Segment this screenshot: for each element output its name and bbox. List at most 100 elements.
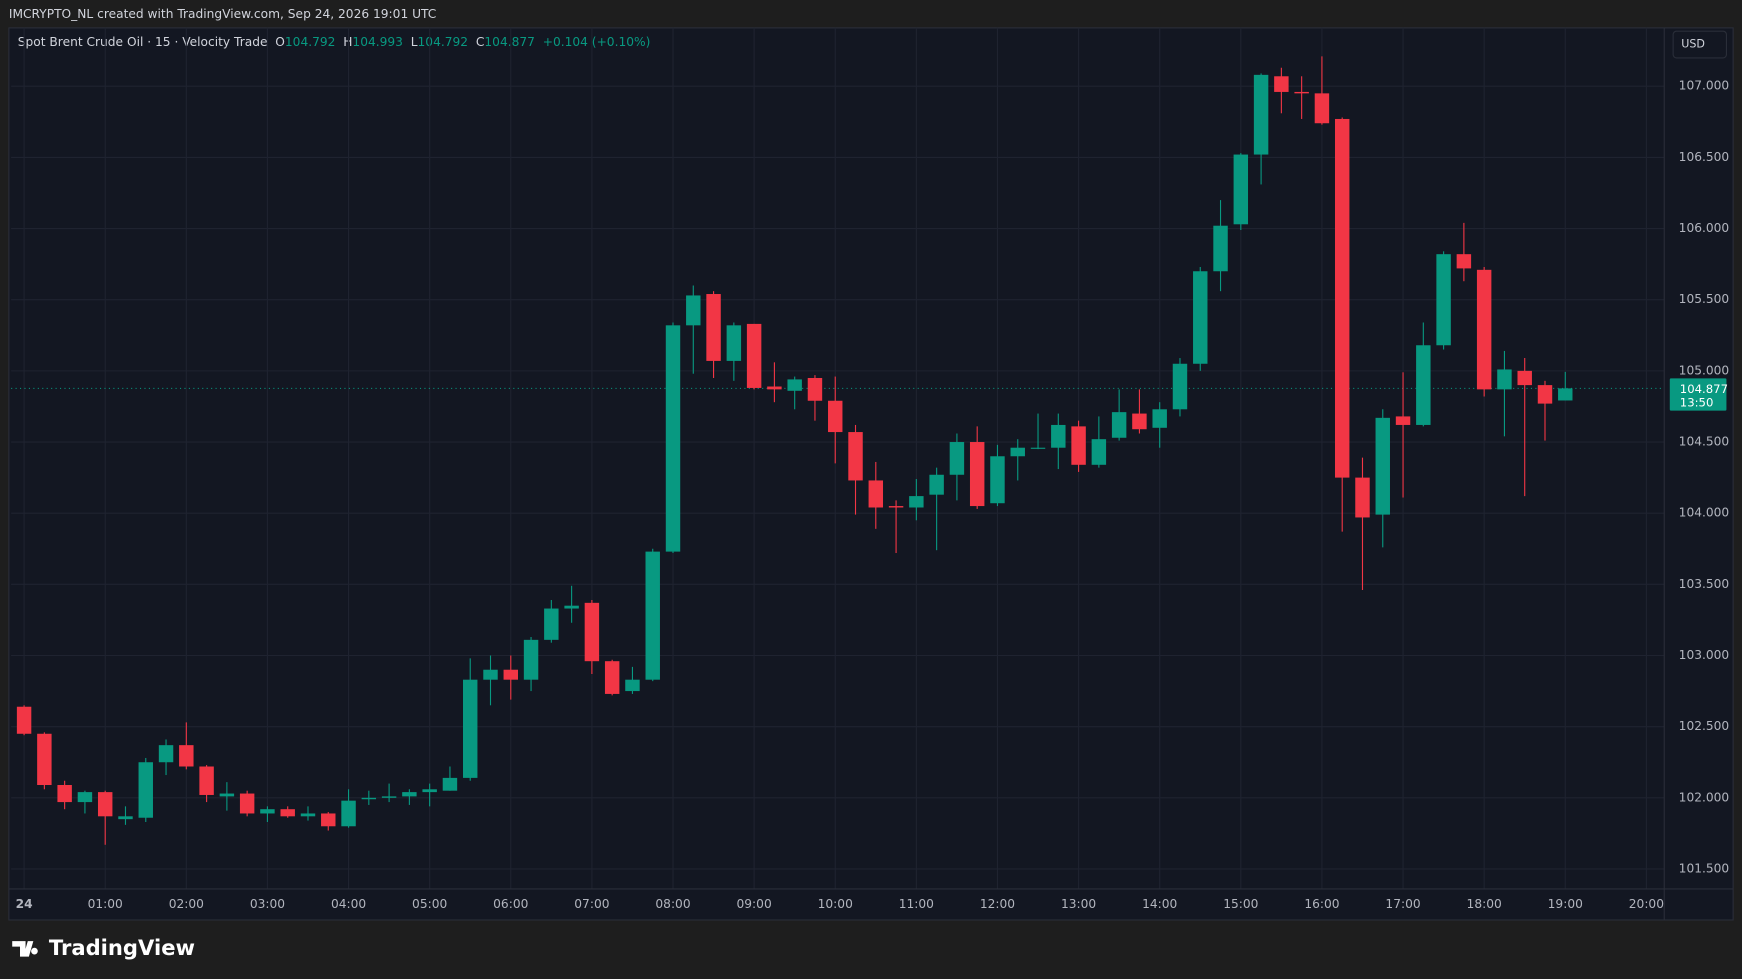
candle-body: [686, 295, 701, 326]
x-tick-label: 20:00: [1629, 897, 1664, 911]
x-tick-label: 01:00: [88, 897, 123, 911]
legend-item: 104.993: [352, 35, 403, 49]
candle-body: [746, 323, 762, 388]
candle-body: [77, 792, 93, 803]
y-tick-label: 102.500: [1679, 719, 1730, 733]
candle-body: [1314, 93, 1330, 124]
y-tick-label: 106.500: [1679, 150, 1730, 164]
candle-body: [1294, 91, 1309, 94]
candle-body: [158, 745, 174, 763]
candle-body: [807, 377, 823, 401]
candle-body: [929, 474, 944, 495]
x-tick-label: 04:00: [331, 897, 366, 911]
legend-item: 104.877: [484, 35, 535, 49]
currency: USD: [1681, 38, 1705, 51]
candle-body: [442, 777, 458, 791]
x-tick-label: 14:00: [1142, 897, 1177, 911]
x-tick-label: 16:00: [1304, 897, 1339, 911]
candle-body: [118, 816, 133, 820]
candle-body: [1558, 388, 1573, 401]
candle-body: [1152, 409, 1167, 428]
x-tick-label: 09:00: [737, 897, 772, 911]
legend: Spot Brent Crude Oil · 15 · Velocity Tra…: [18, 35, 651, 49]
candle-body: [1537, 385, 1553, 404]
candle-body: [1274, 76, 1289, 92]
x-tick-label: 15:00: [1223, 897, 1258, 911]
legend-item: L: [411, 35, 418, 49]
logo-icon: [12, 941, 38, 957]
candle-body: [1355, 477, 1370, 518]
candle-body: [1395, 416, 1411, 425]
legend-item: O: [275, 35, 285, 49]
candle-body: [848, 432, 863, 481]
candle-body: [828, 400, 843, 433]
candle-body: [1375, 417, 1390, 515]
x-tick-label: 24: [16, 897, 33, 911]
candle-body: [57, 785, 72, 803]
legend-item: H: [343, 35, 352, 49]
candle-body: [868, 480, 884, 508]
candle-body: [1010, 447, 1025, 457]
candle-body: [1497, 369, 1512, 390]
candle-body: [1051, 424, 1066, 448]
candle-body: [584, 602, 600, 662]
chart-panel: [8, 27, 1734, 921]
candle-body: [1436, 254, 1451, 346]
candle-body: [706, 294, 721, 361]
candle-body: [604, 661, 620, 694]
candle-body: [321, 813, 336, 827]
y-tick-label: 101.500: [1679, 861, 1730, 875]
candle-body: [787, 379, 802, 391]
x-tick-label: 19:00: [1548, 897, 1583, 911]
candle-body: [1091, 439, 1107, 465]
legend-item: C: [476, 35, 485, 49]
legend-item: 104.792: [285, 35, 336, 49]
last-price-badge: [1669, 378, 1727, 411]
y-tick-label: 103.000: [1679, 648, 1730, 662]
y-tick-label: 105.000: [1679, 363, 1730, 377]
candle-body: [260, 809, 275, 814]
candle-body: [665, 325, 681, 552]
candle-body: [564, 605, 579, 609]
candle-body: [402, 792, 417, 797]
legend-item: 104.792: [418, 35, 469, 49]
candle-body: [239, 793, 255, 814]
candle-body: [1213, 225, 1228, 272]
x-tick-label: 12:00: [980, 897, 1015, 911]
x-tick-label: 10:00: [818, 897, 853, 911]
candle-body: [1456, 254, 1472, 269]
legend-item: Spot Brent Crude Oil · 15 · Velocity Tra…: [18, 35, 268, 49]
candle-body: [1253, 74, 1269, 155]
y-tick-label: 102.000: [1679, 790, 1730, 804]
y-tick-label: 106.000: [1679, 221, 1730, 235]
candle-body: [645, 551, 660, 680]
candle-body: [1517, 370, 1532, 386]
candle-body: [888, 506, 904, 508]
candle-body: [1030, 447, 1046, 449]
candle-body: [503, 669, 518, 680]
x-tick-label: 18:00: [1467, 897, 1502, 911]
currency-box: [1672, 30, 1728, 59]
candle-body: [97, 792, 113, 817]
x-tick-label: 06:00: [493, 897, 528, 911]
candle-body: [1172, 363, 1188, 410]
logo-text: TradingView: [49, 935, 195, 960]
candle-body: [16, 706, 32, 734]
y-tick-label: 105.500: [1679, 292, 1730, 306]
candle-body: [625, 679, 640, 692]
legend-item: +0.104 (+0.10%): [543, 35, 651, 49]
y-tick-label: 107.000: [1679, 79, 1730, 93]
candle-body: [179, 745, 194, 767]
candle-body: [909, 496, 924, 508]
attribution: IMCRYPTO_NL created with TradingView.com…: [9, 7, 436, 21]
y-tick-label: 104.000: [1679, 506, 1730, 520]
x-tick-label: 03:00: [250, 897, 285, 911]
candle-body: [381, 796, 397, 798]
candle-body: [1416, 345, 1431, 425]
candle-body: [341, 800, 356, 827]
last-price-label: 104.877: [1680, 382, 1728, 396]
candle-body: [1193, 271, 1208, 364]
candle-body: [1132, 413, 1147, 430]
